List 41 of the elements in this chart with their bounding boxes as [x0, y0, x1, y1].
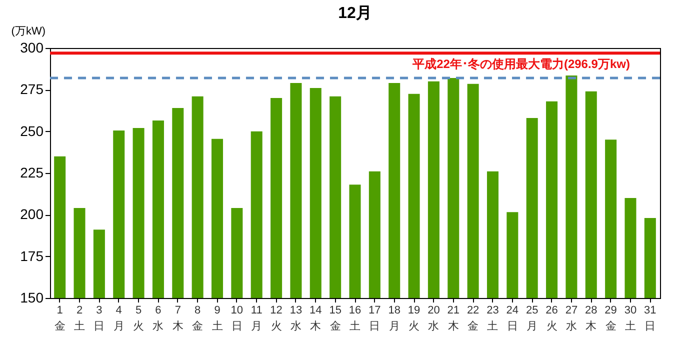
x-tick-label: 22 金: [466, 304, 480, 332]
x-tick-label: 9 土: [212, 304, 223, 332]
y-tick-label: 275: [20, 81, 44, 98]
y-tick-label: 150: [20, 290, 44, 306]
x-tick-label: 14 木: [310, 304, 322, 332]
x-tick-label: 6 水: [152, 304, 164, 332]
x-tick-label: 18 月: [388, 304, 400, 332]
x-tick-label: 20 水: [428, 304, 440, 332]
x-tick-label: 15 金: [329, 304, 342, 332]
y-tick-label: 200: [20, 206, 44, 222]
x-tick-label: 31 日: [644, 304, 656, 332]
x-tick-label: 30 土: [624, 304, 637, 332]
x-tick-label: 28 木: [585, 304, 598, 332]
x-tick-label: 23 土: [486, 304, 499, 332]
x-tick-label: 7 木: [172, 304, 184, 332]
x-tick-label: 17 日: [368, 304, 381, 332]
x-tick-label: 24 日: [506, 304, 519, 332]
x-tick-label: 19 火: [408, 304, 420, 332]
x-tick-label: 26 火: [546, 304, 558, 332]
x-tick-label: 25 月: [526, 304, 538, 332]
y-tick-label: 250: [20, 122, 44, 139]
x-tick-label: 27 水: [565, 304, 578, 332]
y-tick-label: 175: [20, 248, 44, 264]
y-tick-label: 300: [20, 40, 44, 56]
x-tick-label: 12 火: [270, 304, 282, 332]
y-tick-label: 225: [20, 164, 44, 180]
x-tick-label: 5 火: [133, 304, 144, 332]
x-tick-label: 29 金: [604, 304, 617, 332]
chart-title: 12月: [338, 5, 372, 22]
ref-line-label: 平成22年･冬の使用最大電力(296.9万kw): [412, 57, 630, 72]
x-tick-label: 10 日: [230, 304, 244, 332]
x-tick-label: 16 土: [348, 304, 362, 332]
x-tick-label: 21 木: [447, 304, 460, 332]
x-tick-label: 13 水: [290, 304, 302, 332]
x-tick-label: 8 金: [192, 304, 204, 332]
x-tick-label: 2 土: [74, 304, 86, 332]
x-tick-label: 1 金: [54, 304, 66, 332]
x-tick-label: 3 日: [94, 304, 105, 332]
y-axis-title: (万kW): [11, 26, 46, 38]
x-tick-label: 4 月: [113, 304, 124, 332]
x-tick-label: 11 月: [250, 304, 262, 332]
